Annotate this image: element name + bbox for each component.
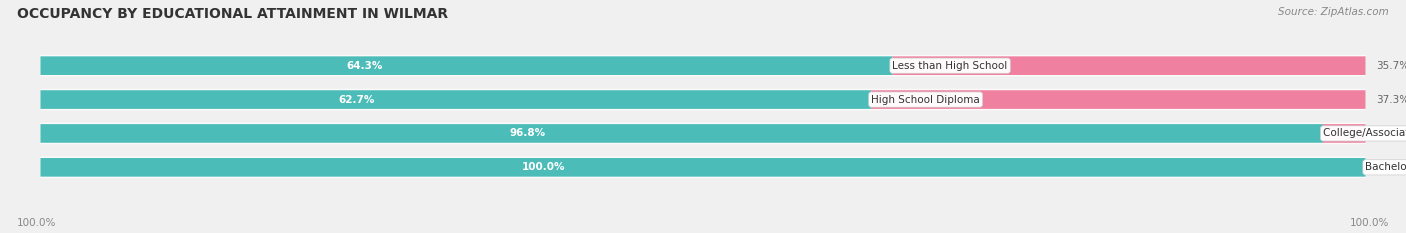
Text: 100.0%: 100.0% <box>1350 218 1389 228</box>
Text: High School Diploma: High School Diploma <box>872 95 980 105</box>
Text: 100.0%: 100.0% <box>17 218 56 228</box>
Text: Less than High School: Less than High School <box>893 61 1008 71</box>
FancyBboxPatch shape <box>1323 124 1365 143</box>
FancyBboxPatch shape <box>893 56 1365 75</box>
FancyBboxPatch shape <box>872 90 1365 109</box>
FancyBboxPatch shape <box>41 89 1365 110</box>
FancyBboxPatch shape <box>41 56 893 75</box>
Text: 37.3%: 37.3% <box>1376 95 1406 105</box>
FancyBboxPatch shape <box>41 157 1365 178</box>
FancyBboxPatch shape <box>41 90 872 109</box>
Text: 62.7%: 62.7% <box>337 95 374 105</box>
Text: 64.3%: 64.3% <box>346 61 382 71</box>
Text: 0.0%: 0.0% <box>1376 162 1402 172</box>
Text: 3.2%: 3.2% <box>1376 128 1403 138</box>
FancyBboxPatch shape <box>41 124 1323 143</box>
FancyBboxPatch shape <box>41 123 1365 144</box>
FancyBboxPatch shape <box>41 158 1365 177</box>
Text: 96.8%: 96.8% <box>510 128 546 138</box>
FancyBboxPatch shape <box>41 55 1365 76</box>
Text: Source: ZipAtlas.com: Source: ZipAtlas.com <box>1278 7 1389 17</box>
Text: 35.7%: 35.7% <box>1376 61 1406 71</box>
Text: OCCUPANCY BY EDUCATIONAL ATTAINMENT IN WILMAR: OCCUPANCY BY EDUCATIONAL ATTAINMENT IN W… <box>17 7 449 21</box>
Text: Bachelor's Degree or higher: Bachelor's Degree or higher <box>1365 162 1406 172</box>
Text: 100.0%: 100.0% <box>522 162 565 172</box>
Text: College/Associate Degree: College/Associate Degree <box>1323 128 1406 138</box>
